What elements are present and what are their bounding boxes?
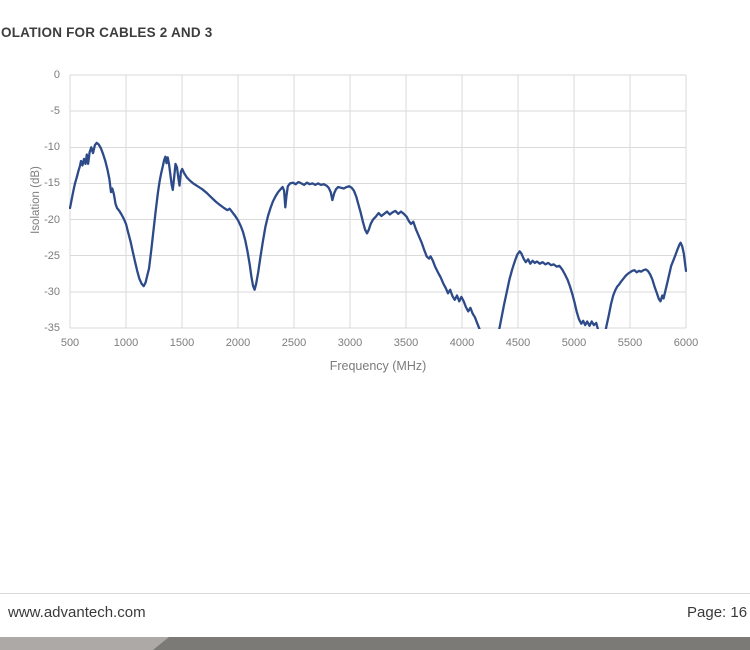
x-tick-label: 2500: [281, 337, 307, 349]
x-tick-label: 4000: [449, 337, 475, 349]
x-tick-label: 3000: [337, 337, 363, 349]
x-tick-label: 5500: [617, 337, 643, 349]
y-tick-label: -35: [44, 322, 60, 334]
footer-website: www.advantech.com: [8, 604, 146, 621]
footer-divider: [0, 593, 750, 594]
x-tick-label: 5000: [561, 337, 587, 349]
y-tick-label: -5: [50, 105, 60, 118]
footer-accent-bar-dark: [153, 637, 750, 650]
y-tick-label: -15: [44, 177, 60, 190]
y-axis-title: Isolation (dB): [30, 166, 42, 234]
y-tick-label: -25: [44, 249, 60, 262]
chart-canvas: [69, 74, 687, 329]
y-tick-label: 0: [53, 69, 60, 81]
y-tick-label: -10: [44, 141, 60, 154]
y-tick-label: -30: [44, 285, 60, 298]
x-tick-label: 1000: [113, 337, 139, 349]
x-axis-title: Frequency (MHz): [329, 359, 427, 373]
gridlines: [69, 74, 687, 329]
section-heading: OLATION FOR CABLES 2 AND 3: [1, 25, 213, 40]
footer-accent-bar-light: [0, 637, 170, 650]
x-tick-label: 6000: [673, 337, 699, 349]
y-tick-label: -20: [44, 213, 60, 226]
isolation-chart: 500 1000 1500 2000 2500 3000 3500 4000 4500 5000 5…: [30, 69, 699, 373]
footer-page-number: Page: 16: [687, 604, 748, 621]
x-tick-label: 2000: [225, 337, 251, 349]
x-tick-label: 500: [60, 337, 80, 349]
isolation-line-series: [69, 141, 687, 329]
x-tick-label: 1500: [169, 337, 195, 349]
x-tick-label: 4500: [505, 337, 531, 349]
x-tick-label: 3500: [393, 337, 419, 349]
